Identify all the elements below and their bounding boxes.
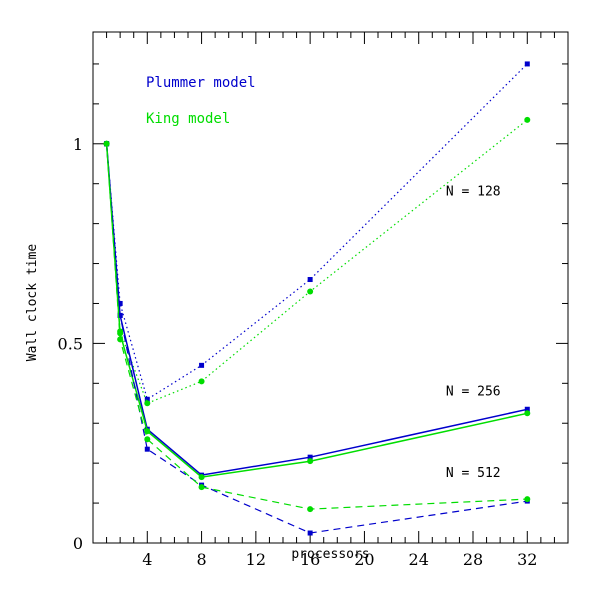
data-point-king bbox=[117, 330, 124, 337]
data-point-king bbox=[198, 484, 205, 491]
x-tick-label: 32 bbox=[517, 550, 537, 569]
series-line-plummer-dashed bbox=[106, 143, 528, 534]
y-tick-label: 0 bbox=[73, 534, 83, 553]
data-point-king bbox=[307, 506, 314, 513]
x-tick-label: 20 bbox=[354, 550, 374, 569]
data-point-king bbox=[144, 436, 151, 443]
data-point-plummer bbox=[307, 454, 313, 460]
series-line-king-dashed bbox=[106, 143, 528, 510]
series-layer bbox=[103, 61, 531, 536]
x-tick-label: 12 bbox=[246, 550, 266, 569]
data-point-king bbox=[307, 458, 314, 465]
data-point-king bbox=[307, 288, 314, 295]
x-tick-label: 4 bbox=[142, 550, 152, 569]
data-point-plummer bbox=[144, 446, 150, 452]
data-point-king bbox=[103, 140, 110, 147]
annotation-n256: N = 256 bbox=[446, 384, 501, 399]
x-tick-label: 28 bbox=[463, 550, 483, 569]
y-tick-label: 0.5 bbox=[58, 334, 83, 353]
data-point-plummer bbox=[524, 406, 530, 412]
data-point-plummer bbox=[524, 61, 530, 67]
series-line-king-dotted bbox=[106, 119, 528, 405]
y-tick-label: 1 bbox=[73, 135, 83, 154]
data-point-plummer bbox=[199, 362, 205, 368]
plot-frame bbox=[92, 31, 569, 544]
data-point-king bbox=[144, 400, 151, 407]
axis-tick-labels: 4 8 12 16 20 24 28 32 0 0.5 1 bbox=[58, 135, 538, 569]
axis-ticks bbox=[93, 32, 568, 543]
y-axis-label: Wall clock time bbox=[25, 244, 40, 362]
x-tick-label: 8 bbox=[196, 550, 206, 569]
data-point-king bbox=[524, 410, 531, 417]
data-point-king bbox=[524, 116, 531, 123]
annotation-n512: N = 512 bbox=[446, 466, 501, 481]
x-axis-label: processors bbox=[291, 547, 369, 562]
x-tick-label: 16 bbox=[300, 550, 320, 569]
data-point-plummer bbox=[307, 277, 313, 283]
legend-king: King model bbox=[146, 111, 230, 127]
data-point-king bbox=[524, 496, 531, 503]
series-line-plummer-solid bbox=[105, 143, 528, 476]
annotation-n128: N = 128 bbox=[446, 185, 501, 200]
x-tick-label: 24 bbox=[409, 550, 429, 569]
legend-plummer: Plummer model bbox=[146, 75, 256, 91]
series-line-plummer-dotted bbox=[106, 63, 528, 401]
data-point-king bbox=[117, 336, 124, 343]
data-point-plummer bbox=[307, 530, 313, 536]
data-point-king bbox=[198, 378, 205, 385]
data-point-plummer bbox=[117, 312, 123, 318]
data-point-plummer bbox=[117, 300, 123, 306]
data-point-plummer bbox=[144, 396, 150, 402]
data-point-king bbox=[198, 474, 205, 481]
